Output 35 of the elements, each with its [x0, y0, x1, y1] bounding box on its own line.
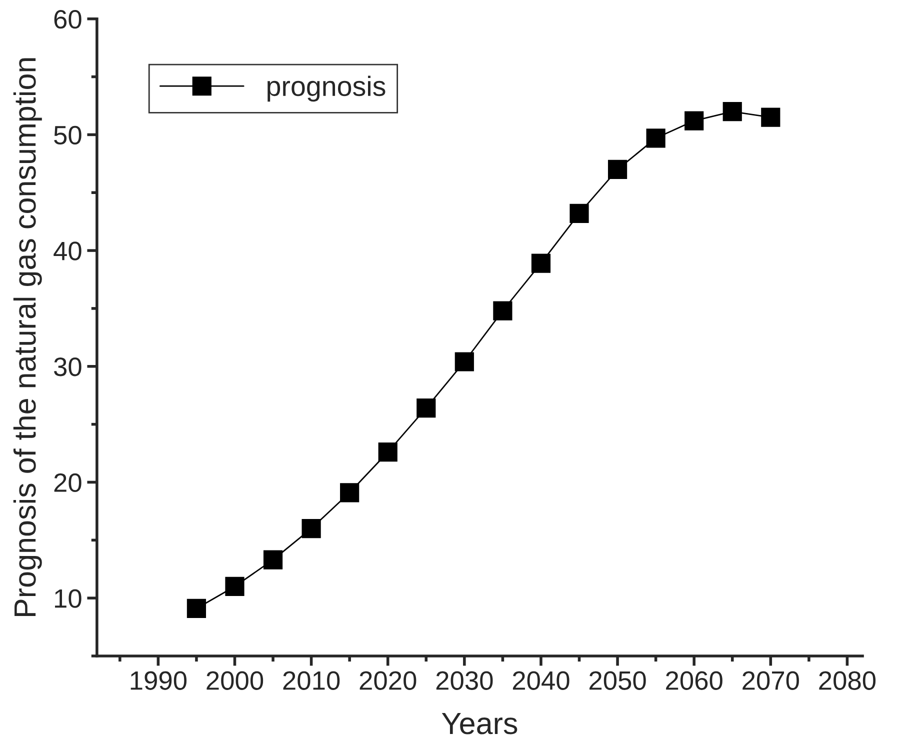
x-tick-label: 2000 [206, 671, 264, 690]
y-tick-label: 10 [55, 589, 82, 608]
y-tick-label: 20 [54, 473, 82, 492]
x-tick-label: 2050 [590, 671, 646, 690]
y-tick-label: 40 [54, 242, 82, 260]
x-tick-label: 2080 [819, 671, 876, 690]
x-tick-label: 2070 [742, 671, 799, 690]
y-axis-title: Prognosis of the natural gas consumption [13, 58, 42, 616]
point [722, 102, 742, 122]
point [493, 301, 512, 320]
point [302, 519, 321, 538]
x-axis-title: Years [442, 712, 518, 734]
y-tick-label: 60 [54, 10, 82, 29]
point [454, 352, 474, 372]
point [378, 442, 398, 462]
point [570, 204, 589, 224]
x-tick-label: 2020 [360, 671, 416, 690]
legend-label: prognosis [268, 76, 386, 102]
point [761, 108, 780, 127]
point [416, 398, 436, 418]
x-tick-label: 1990 [130, 671, 187, 690]
point [684, 111, 704, 130]
x-tick-label: 2030 [436, 671, 493, 690]
point [340, 483, 360, 502]
y-tick-label: 30 [54, 358, 82, 376]
point [608, 160, 628, 179]
x-tick-label: 2060 [666, 671, 722, 690]
point [646, 128, 666, 148]
point [531, 254, 551, 273]
x-tick-label: 2010 [283, 671, 340, 690]
point [263, 550, 283, 570]
y-tick-label: 50 [54, 126, 82, 145]
point [186, 598, 206, 618]
point [225, 576, 244, 596]
x-tick-label: 2040 [512, 671, 570, 690]
